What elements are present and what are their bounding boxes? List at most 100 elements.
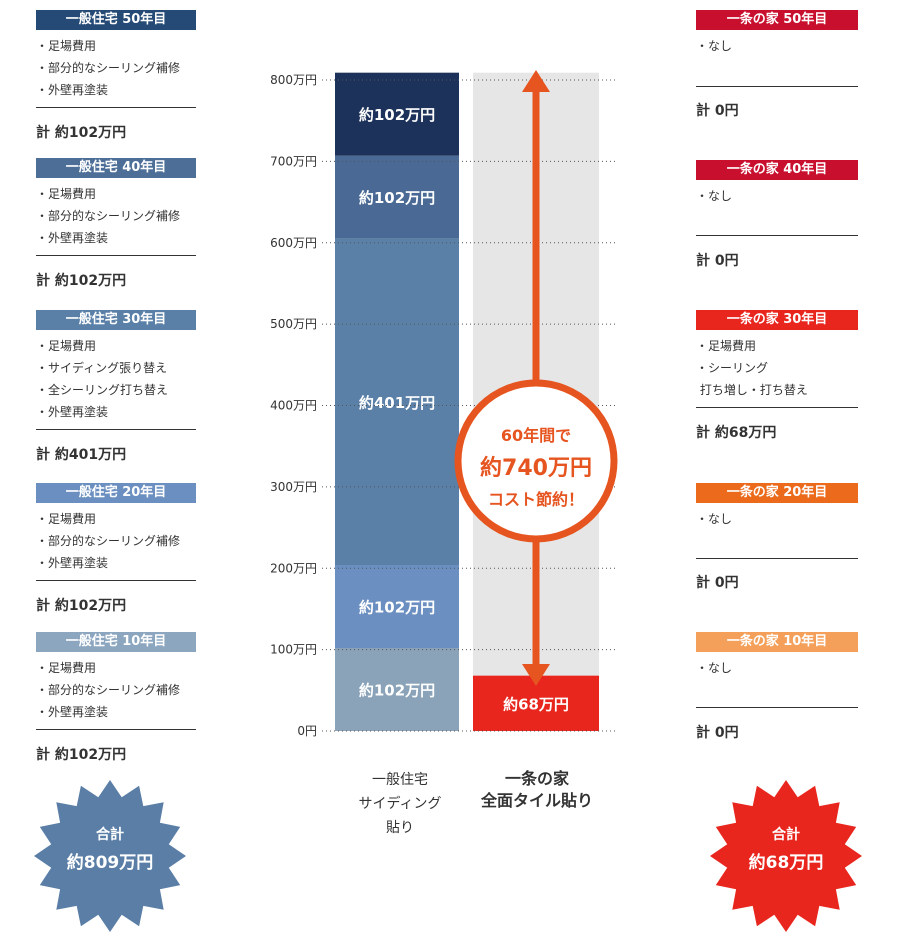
cost-item: ・足場費用 — [36, 661, 97, 675]
bar-segment — [335, 238, 459, 565]
category-ichijo-label: 一条の家 全面タイル貼り — [462, 768, 612, 812]
general-30yr-total: 計 約401万円 — [36, 447, 127, 463]
divider — [36, 255, 196, 256]
savings-callout-circle — [454, 379, 618, 543]
cost-item: ・外壁再塗装 — [36, 556, 109, 570]
y-tick-label: 400万円 — [270, 399, 317, 413]
divider — [696, 558, 858, 559]
bar-segment-label: 約102万円 — [359, 189, 435, 207]
callout-line3: コスト節約！ — [488, 490, 584, 509]
cost-item: ・部分的なシーリング補修 — [36, 61, 181, 75]
cost-item: ・足場費用 — [36, 339, 97, 353]
ichijo-30yr-block: 一条の家 30年目 ・足場費用 ・シーリング 打ち増し・打ち替え 計 約68万円 — [696, 310, 858, 441]
general-10yr-total: 計 約102万円 — [36, 747, 127, 763]
general-40yr-header: 一般住宅 40年目 — [36, 158, 196, 178]
bar-segment-label: 約68万円 — [503, 695, 569, 713]
cost-item: ・サイディング張り替え — [36, 361, 168, 375]
cost-item: ・外壁再塗装 — [36, 705, 109, 719]
general-house-panel: 一般住宅 50年目 ・足場費用 ・部分的なシーリング補修 ・外壁再塗装 計 約1… — [36, 10, 196, 770]
starburst-icon — [34, 780, 186, 932]
cost-item: ・なし — [696, 512, 733, 526]
general-total-amount: 約809万円 — [66, 853, 154, 873]
divider — [696, 235, 858, 236]
y-tick-label: 800万円 — [270, 73, 317, 87]
ichijo-total-caption: 合計 — [772, 827, 800, 843]
ichijo-50yr-total: 計 0円 — [696, 103, 739, 119]
cost-item: ・足場費用 — [36, 187, 97, 201]
bar-segment — [335, 155, 459, 239]
ichijo-50yr-block: 一条の家 50年目 ・なし 計 0円 — [696, 10, 858, 119]
general-30yr-block: 一般住宅 30年目 ・足場費用 ・サイディング張り替え ・全シーリング打ち替え … — [36, 310, 196, 463]
bar-segment — [335, 72, 459, 156]
divider — [36, 429, 196, 430]
bar-segment-label: 約102万円 — [359, 681, 435, 699]
ichijo-20yr-block: 一条の家 20年目 ・なし 計 0円 — [696, 483, 858, 591]
cost-item: ・外壁再塗装 — [36, 405, 109, 419]
bar-segment — [335, 564, 459, 648]
ichijo-50yr-items: ・なし — [696, 35, 858, 57]
callout-line1: 60年間で — [501, 426, 571, 445]
y-tick-label: 200万円 — [270, 561, 317, 575]
general-20yr-total: 計 約102万円 — [36, 598, 127, 614]
divider — [696, 407, 858, 408]
ichijo-10yr-block: 一条の家 10年目 ・なし 計 0円 — [696, 632, 858, 741]
cost-item: ・足場費用 — [696, 339, 757, 353]
y-tick-label: 500万円 — [270, 317, 317, 331]
y-tick-label: 100万円 — [270, 643, 317, 657]
general-10yr-header: 一般住宅 10年目 — [36, 632, 196, 652]
general-20yr-block: 一般住宅 20年目 ・足場費用 ・部分的なシーリング補修 ・外壁再塗装 計 約1… — [36, 483, 196, 614]
starburst-icon — [710, 780, 862, 932]
cost-item: ・足場費用 — [36, 512, 97, 526]
ichijo-10yr-header: 一条の家 10年目 — [696, 632, 858, 652]
general-total-badge: 合計 約809万円 — [30, 780, 190, 932]
cost-item: ・なし — [696, 39, 733, 53]
category-general-line: 貼り — [386, 820, 414, 836]
general-30yr-items: ・足場費用 ・サイディング張り替え ・全シーリング打ち替え ・外壁再塗装 — [36, 335, 196, 423]
ichijo-40yr-items: ・なし — [696, 185, 858, 207]
divider — [36, 107, 196, 108]
ichijo-bar-background — [473, 72, 599, 731]
bar-segment-label: 約401万円 — [359, 394, 435, 412]
category-general-line: 一般住宅 — [372, 772, 428, 788]
y-tick-label: 600万円 — [270, 236, 317, 250]
divider — [36, 580, 196, 581]
cost-item: ・外壁再塗装 — [36, 83, 109, 97]
general-40yr-total: 計 約102万円 — [36, 273, 127, 289]
general-20yr-header: 一般住宅 20年目 — [36, 483, 196, 503]
ichijo-40yr-block: 一条の家 40年目 ・なし 計 0円 — [696, 160, 858, 269]
arrow-up-icon — [522, 70, 550, 92]
cost-item: 打ち増し・打ち替え — [696, 383, 808, 397]
ichijo-50yr-header: 一条の家 50年目 — [696, 10, 858, 30]
ichijo-total-amount: 約68万円 — [748, 853, 824, 873]
cost-item: ・シーリング — [696, 361, 769, 375]
bar-segment — [473, 675, 599, 731]
cost-item: ・なし — [696, 189, 733, 203]
ichijo-30yr-total: 計 約68万円 — [696, 425, 777, 441]
general-50yr-block: 一般住宅 50年目 ・足場費用 ・部分的なシーリング補修 ・外壁再塗装 計 約1… — [36, 10, 196, 141]
cost-item: ・部分的なシーリング補修 — [36, 209, 181, 223]
category-general-line: サイディング — [358, 796, 442, 812]
ichijo-10yr-items: ・なし — [696, 657, 858, 679]
divider — [696, 86, 858, 87]
ichijo-house-panel: 一条の家 50年目 ・なし 計 0円 一条の家 40年目 ・なし 計 0円 一条… — [696, 10, 858, 750]
general-40yr-block: 一般住宅 40年目 ・足場費用 ・部分的なシーリング補修 ・外壁再塗装 計 約1… — [36, 158, 196, 289]
y-tick-label: 300万円 — [270, 480, 317, 494]
ichijo-20yr-items: ・なし — [696, 508, 858, 530]
general-50yr-header: 一般住宅 50年目 — [36, 10, 196, 30]
arrow-down-icon — [522, 664, 550, 686]
general-50yr-items: ・足場費用 ・部分的なシーリング補修 ・外壁再塗装 — [36, 35, 196, 101]
ichijo-40yr-header: 一条の家 40年目 — [696, 160, 858, 180]
ichijo-20yr-total: 計 0円 — [696, 575, 739, 591]
divider — [696, 707, 858, 708]
cost-item: ・外壁再塗装 — [36, 231, 109, 245]
cost-item: ・部分的なシーリング補修 — [36, 683, 181, 697]
general-total-caption: 合計 — [96, 827, 124, 843]
cost-item: ・なし — [696, 661, 733, 675]
ichijo-10yr-total: 計 0円 — [696, 725, 739, 741]
general-10yr-items: ・足場費用 ・部分的なシーリング補修 ・外壁再塗装 — [36, 657, 196, 723]
general-20yr-items: ・足場費用 ・部分的なシーリング補修 ・外壁再塗装 — [36, 508, 196, 574]
cost-item: ・部分的なシーリング補修 — [36, 534, 181, 548]
y-tick-label: 700万円 — [270, 154, 317, 168]
ichijo-20yr-header: 一条の家 20年目 — [696, 483, 858, 503]
category-general-label: 一般住宅 サイディング 貼り — [340, 768, 460, 840]
